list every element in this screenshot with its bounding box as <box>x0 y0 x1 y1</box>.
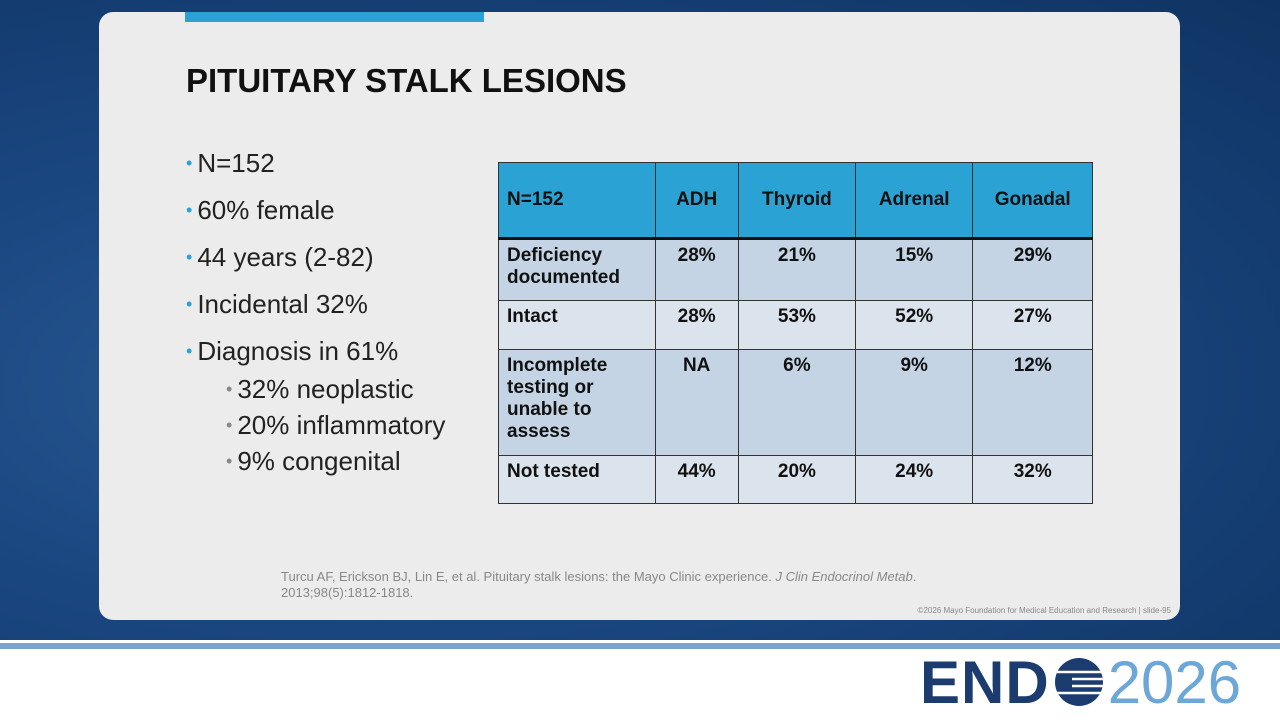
slide-title: PITUITARY STALK LESIONS <box>186 62 627 99</box>
table-cell: 29% <box>972 238 1093 301</box>
bullet: N=152 <box>186 148 445 178</box>
table-cell: 12% <box>972 349 1093 456</box>
bullet: Incidental 32% <box>186 289 445 319</box>
accent-bar <box>185 12 484 22</box>
header-cell: Thyroid <box>737 162 856 240</box>
sub-list: 32% neoplastic20% inflammatory9% congeni… <box>226 371 445 479</box>
logo: END 2026 <box>920 649 1241 716</box>
bullet: 60% female <box>186 195 445 225</box>
table-row: Not tested 44% 20% 24% 32% <box>498 455 1093 504</box>
bullet-list: N=152 60% female 44 years (2-82) Incidental… <box>186 148 445 496</box>
table-cell: Intact <box>498 300 656 350</box>
table-cell: Incomplete testing or unable to assess <box>498 349 656 456</box>
table-cell: 53% <box>737 300 856 350</box>
bullet: 44 years (2-82) <box>186 242 445 272</box>
header-cell: Adrenal <box>854 162 974 240</box>
bullet-text: Incidental 32% <box>197 289 368 319</box>
table-cell: 9% <box>854 349 974 456</box>
sub-bullet: 20% inflammatory <box>226 407 445 443</box>
citation: Turcu AF, Erickson BJ, Lin E, et al. Pit… <box>281 569 981 601</box>
header-cell: Gonadal <box>972 162 1093 240</box>
table-cell: 15% <box>854 238 974 301</box>
table-cell: 6% <box>737 349 856 456</box>
table-header: N=152 ADH Thyroid Adrenal Gonadal <box>498 162 1093 240</box>
bullet-text: Diagnosis in 61% <box>197 336 399 366</box>
table-cell: NA <box>654 349 739 456</box>
bullet-text: N=152 <box>197 148 275 178</box>
copyright: ©2026 Mayo Foundation for Medical Educat… <box>917 606 1171 615</box>
table-cell: 44% <box>654 455 739 504</box>
logo-right: 2026 <box>1107 648 1242 716</box>
table-row: Deficiency documented 28% 21% 15% 29% <box>498 238 1093 301</box>
table-cell: 24% <box>854 455 974 504</box>
bullet-text: 44 years (2-82) <box>197 242 374 272</box>
bullet-text: 60% female <box>197 195 335 225</box>
sub-bullet: 9% congenital <box>226 443 445 479</box>
logo-left: END <box>920 648 1050 716</box>
bullet: Diagnosis in 61% 32% neoplastic20% inflam… <box>186 336 445 479</box>
logo-globe <box>1054 658 1103 706</box>
table-cell: 20% <box>737 455 856 504</box>
rule <box>0 643 1280 649</box>
citation-authors: Turcu AF, Erickson BJ, Lin E, et al. Pit… <box>281 569 776 584</box>
citation-journal: J Clin Endocrinol Metab <box>775 569 913 584</box>
table-cell: 27% <box>972 300 1093 350</box>
table-row: Incomplete testing or unable to assess NA… <box>498 349 1093 456</box>
table-cell: 52% <box>854 300 974 350</box>
table-cell: 28% <box>654 238 739 301</box>
table-cell: 28% <box>654 300 739 350</box>
header-cell: N=152 <box>498 162 656 240</box>
table-cell: 32% <box>972 455 1093 504</box>
table-cell: Not tested <box>498 455 656 504</box>
table-cell: 21% <box>737 238 856 301</box>
table-row: Intact 28% 53% 52% 27% <box>498 300 1093 350</box>
data-table: N=152 ADH Thyroid Adrenal Gonadal Deficiency … <box>498 162 1093 504</box>
sub-bullet: 32% neoplastic <box>226 371 445 407</box>
table-cell: Deficiency documented <box>498 238 656 301</box>
header-cell: ADH <box>654 162 739 240</box>
citation-details: . 2013;98(5):1812-1818. <box>281 569 917 600</box>
